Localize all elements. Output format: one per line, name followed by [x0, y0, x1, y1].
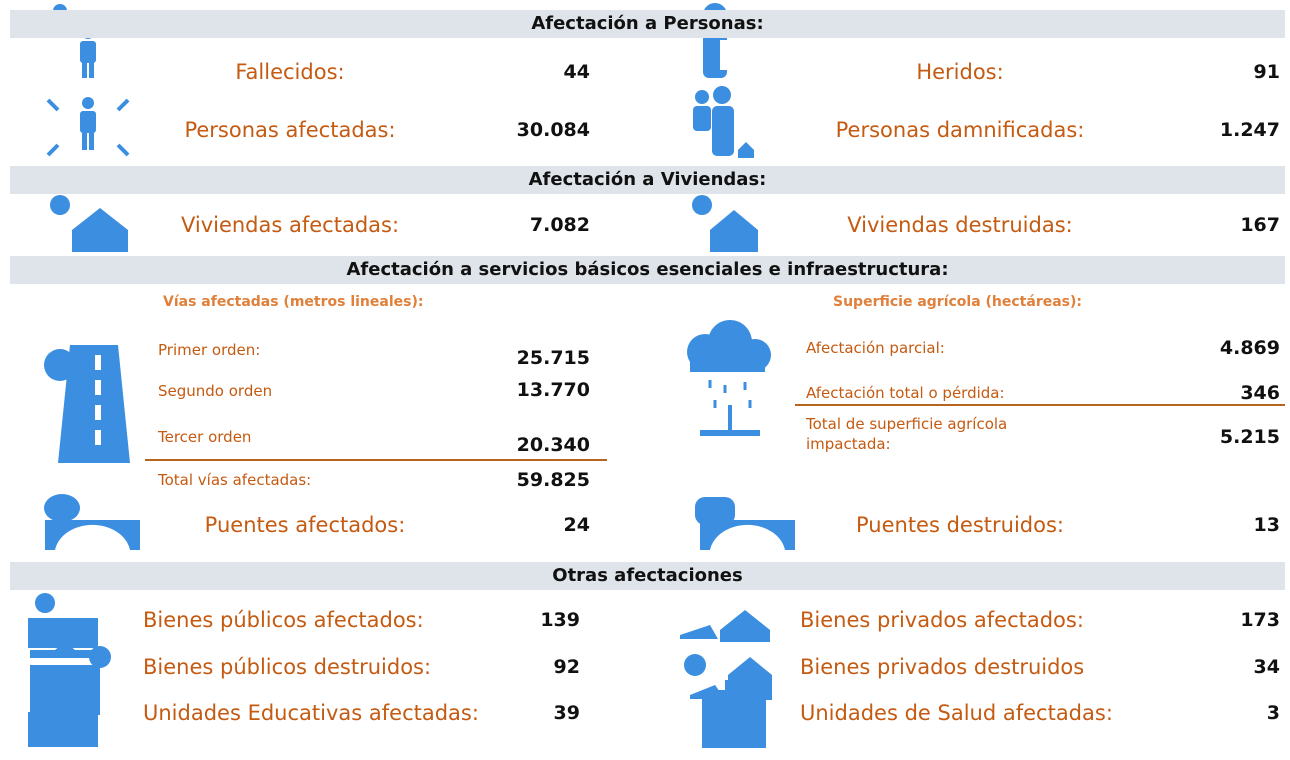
value: 59.825 — [516, 469, 590, 491]
label: Bienes públicos destruidos: — [143, 655, 432, 679]
divider — [145, 459, 607, 461]
value: 13 — [1253, 514, 1280, 536]
value: 91 — [1253, 61, 1280, 83]
value: 44 — [563, 61, 590, 83]
label: Viviendas destruidas: — [847, 213, 1073, 237]
value: 3 — [1266, 702, 1280, 724]
value: 13.770 — [516, 379, 590, 401]
value: 346 — [1240, 382, 1280, 404]
label: Segundo orden — [158, 382, 273, 400]
value: 4.869 — [1219, 337, 1280, 359]
label: Unidades de Salud afectadas: — [800, 701, 1113, 725]
subheader: Vías afectadas (metros lineales): — [163, 294, 424, 310]
value: 25.715 — [516, 347, 590, 369]
section-header: Afectación a Viviendas: — [10, 166, 1285, 194]
section-header: Otras afectaciones — [10, 562, 1285, 590]
divider — [795, 404, 1285, 406]
section-header: Afectación a Personas: — [10, 10, 1285, 38]
value: 173 — [1240, 609, 1280, 631]
value: 5.215 — [1219, 426, 1280, 448]
label: Personas damnificadas: — [835, 118, 1085, 142]
value: 30.084 — [516, 119, 590, 141]
label: Personas afectadas: — [184, 118, 396, 142]
label: Primer orden: — [158, 341, 261, 359]
label: Bienes privados afectados: — [800, 608, 1084, 632]
label: Unidades Educativas afectadas: — [143, 701, 479, 725]
value: 34 — [1253, 656, 1280, 678]
label: Fallecidos: — [235, 60, 345, 84]
value: 167 — [1240, 214, 1280, 236]
label: Total vías afectadas: — [158, 471, 312, 489]
label: Puentes afectados: — [204, 513, 406, 537]
label: Tercer orden — [158, 428, 252, 446]
label: Bienes privados destruidos — [800, 655, 1085, 679]
value: 139 — [540, 609, 580, 631]
label: Total de superficie agrícola impactada: — [806, 415, 1008, 453]
value: 92 — [553, 656, 580, 678]
label: Afectación parcial: — [806, 339, 945, 357]
value: 39 — [553, 702, 580, 724]
section-header: Afectación a servicios básicos esenciale… — [10, 256, 1285, 284]
subheader: Superficie agrícola (hectáreas): — [833, 294, 1082, 310]
label: Bienes públicos afectados: — [143, 608, 424, 632]
label: Heridos: — [916, 60, 1004, 84]
value: 24 — [563, 514, 590, 536]
value: 7.082 — [529, 214, 590, 236]
value: 1.247 — [1219, 119, 1280, 141]
label: Puentes destruidos: — [855, 513, 1064, 537]
label: Afectación total o pérdida: — [806, 384, 1005, 402]
value: 20.340 — [516, 434, 590, 456]
label: Viviendas afectadas: — [180, 213, 400, 237]
